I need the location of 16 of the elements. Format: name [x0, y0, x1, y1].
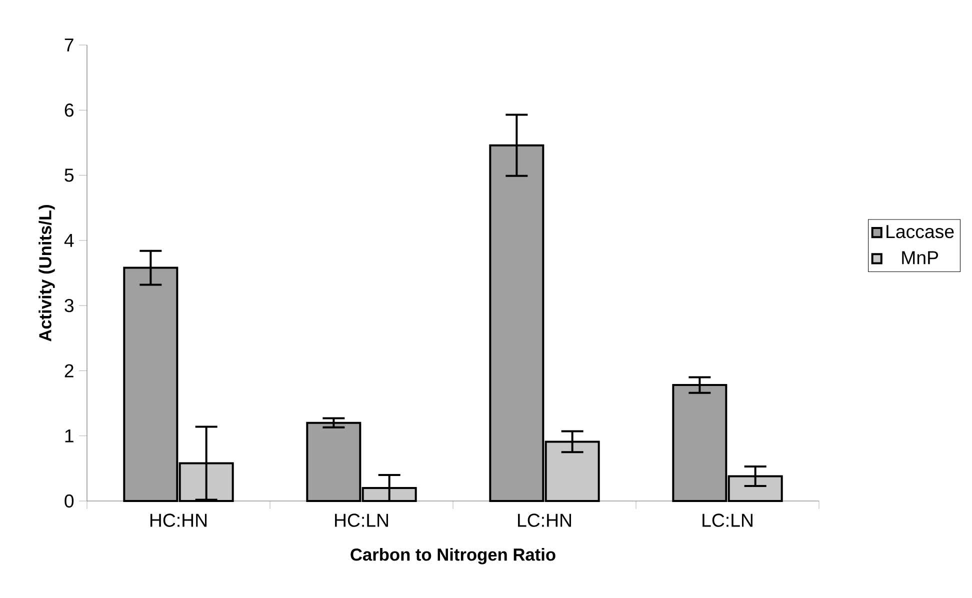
- x-tick-label: LC:LN: [702, 514, 752, 527]
- y-tick-label: 3: [64, 298, 74, 312]
- y-tick-label: 2: [64, 364, 74, 378]
- y-tick-label: 7: [64, 38, 74, 52]
- y-axis-title: Activity (Units/L): [38, 205, 55, 342]
- y-tick-label: 6: [64, 104, 74, 117]
- legend-label: Laccase: [886, 225, 954, 238]
- y-tick-label: 5: [64, 168, 74, 182]
- x-tick-label: HC:HN: [150, 514, 207, 527]
- x-tick-label: HC:LN: [335, 514, 388, 527]
- y-tick-label: 4: [64, 234, 74, 247]
- x-tick-label: LC:HN: [518, 514, 571, 527]
- y-tick-label: 0: [64, 494, 74, 508]
- y-tick-label: 1: [65, 429, 74, 442]
- legend-label: MnP: [902, 251, 938, 264]
- x-axis-title: Carbon to Nitrogen Ratio: [350, 548, 556, 564]
